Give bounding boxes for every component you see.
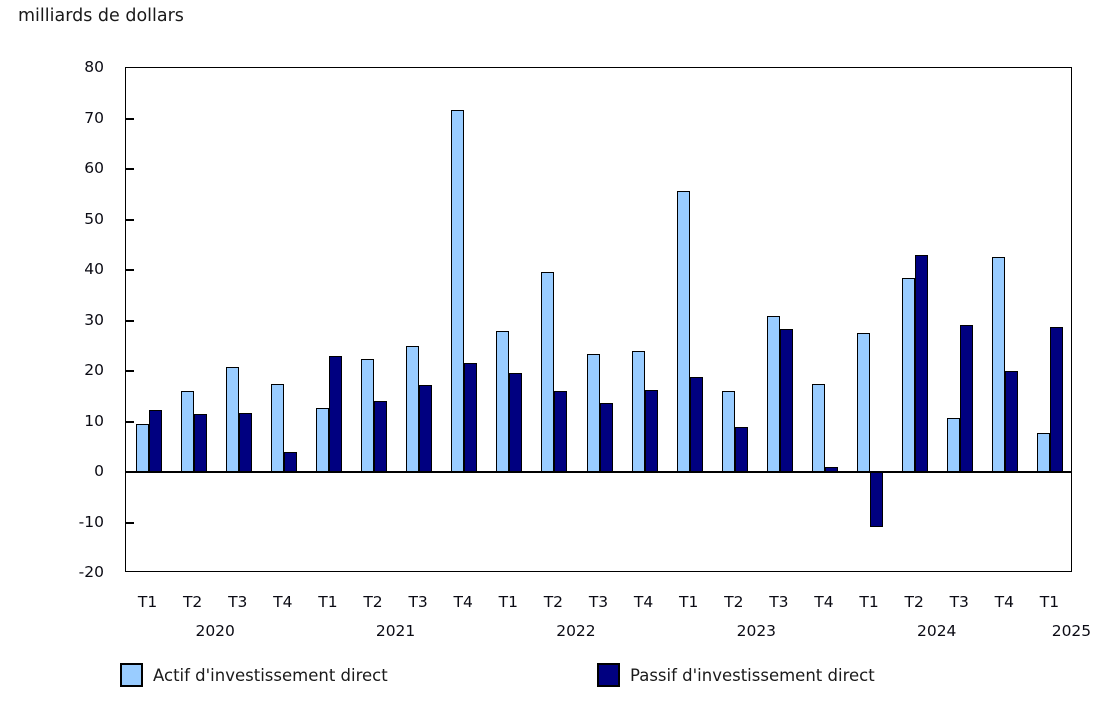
x-tick-label-quarter: T4 — [273, 593, 293, 611]
legend-swatch-actif-icon — [120, 663, 143, 687]
x-tick-label-quarter: T3 — [408, 593, 428, 611]
bar-actif-T1-2020 — [135, 424, 149, 472]
x-tick-label-quarter: T1 — [859, 593, 879, 611]
bar-passif-T1-2023 — [689, 377, 703, 472]
bar-passif-T2-2021 — [374, 401, 388, 472]
x-tick-label-year: 2022 — [556, 622, 596, 640]
legend: Actif d'investissement direct Passif d'i… — [0, 663, 1105, 693]
bar-passif-T4-2022 — [644, 389, 658, 472]
y-tick-label: -10 — [78, 512, 104, 531]
x-tick-label-quarter: T3 — [588, 593, 609, 611]
x-tick-label-quarter: T1 — [1039, 593, 1060, 611]
x-tick-label-quarter: T2 — [724, 593, 744, 611]
y-tick-label: 0 — [94, 462, 104, 480]
y-tick-label: 60 — [84, 159, 104, 177]
x-tick-label-quarter: T3 — [769, 593, 789, 611]
bar-passif-T3-2021 — [419, 385, 433, 472]
y-tick-label: 10 — [84, 411, 104, 430]
bar-actif-T1-2024 — [857, 332, 871, 472]
bar-passif-T2-2023 — [734, 426, 748, 472]
bar-actif-T3-2021 — [406, 346, 420, 472]
y-tick-label: 40 — [84, 260, 104, 278]
x-tick-label-year: 2025 — [1051, 622, 1092, 640]
bar-passif-T3-2022 — [599, 403, 613, 472]
bar-actif-T2-2020 — [180, 391, 194, 472]
y-tick-mark — [126, 370, 134, 372]
y-tick-mark — [126, 218, 134, 221]
legend-label-passif: Passif d'investissement direct — [630, 665, 875, 685]
bar-passif-T4-2024 — [1005, 371, 1019, 472]
y-tick-label: 80 — [84, 58, 104, 76]
bar-actif-T1-2025 — [1037, 433, 1051, 472]
x-tick-label-quarter: T4 — [994, 593, 1015, 611]
bar-actif-T4-2020 — [270, 384, 284, 472]
bar-passif-T2-2022 — [554, 391, 568, 472]
bar-actif-T1-2021 — [315, 408, 329, 472]
x-tick-label-quarter: T1 — [137, 593, 158, 611]
x-tick-label-quarter: T1 — [318, 593, 338, 611]
x-tick-label-quarter: T2 — [543, 593, 564, 611]
bar-actif-T2-2023 — [721, 390, 735, 472]
bar-actif-T3-2020 — [225, 366, 239, 472]
bar-actif-T3-2024 — [947, 417, 961, 472]
x-tick-label-quarter: T4 — [633, 593, 654, 611]
bar-passif-T2-2024 — [915, 254, 929, 472]
bar-actif-T3-2022 — [586, 353, 600, 472]
bar-passif-T1-2024 — [870, 472, 884, 528]
y-tick-mark — [126, 117, 134, 120]
y-tick-label: 50 — [84, 209, 104, 228]
y-tick-label: -20 — [78, 563, 104, 581]
legend-item-passif: Passif d'investissement direct — [597, 663, 875, 687]
bar-passif-T2-2020 — [193, 414, 207, 472]
bar-passif-T3-2023 — [779, 329, 793, 472]
y-tick-mark — [126, 168, 134, 170]
legend-item-actif: Actif d'investissement direct — [120, 663, 388, 687]
bar-actif-T4-2023 — [811, 383, 825, 472]
x-tick-label-quarter: T3 — [949, 593, 969, 611]
bar-passif-T3-2024 — [960, 325, 974, 472]
x-tick-label-quarter: T4 — [814, 593, 834, 611]
bar-actif-T4-2021 — [451, 110, 465, 472]
bar-actif-T3-2023 — [766, 315, 780, 472]
legend-label-actif: Actif d'investissement direct — [153, 665, 388, 685]
bar-actif-T2-2022 — [541, 272, 555, 472]
x-tick-label-quarter: T2 — [363, 593, 383, 611]
x-tick-label-quarter: T1 — [498, 593, 518, 611]
y-tick-label: 70 — [84, 108, 104, 127]
x-tick-label-quarter: T4 — [453, 593, 473, 611]
bar-actif-T4-2022 — [631, 350, 645, 472]
x-tick-label-year: 2020 — [195, 622, 235, 640]
bar-passif-T4-2021 — [464, 363, 478, 472]
bar-passif-T4-2023 — [824, 467, 838, 472]
bar-actif-T4-2024 — [992, 256, 1006, 472]
bar-passif-T1-2022 — [509, 373, 523, 472]
chart-title: milliards de dollars — [18, 6, 184, 26]
bar-actif-T1-2023 — [676, 190, 690, 472]
bar-actif-T2-2021 — [361, 358, 375, 472]
y-tick-mark — [126, 269, 134, 271]
bar-passif-T1-2020 — [148, 409, 162, 472]
bar-passif-T4-2020 — [283, 451, 297, 472]
y-tick-mark — [126, 420, 134, 423]
x-tick-label-quarter: T3 — [228, 593, 248, 611]
x-tick-label-quarter: T1 — [679, 593, 699, 611]
x-tick-label-year: 2024 — [916, 622, 957, 640]
x-tick-label-quarter: T2 — [904, 593, 924, 611]
y-tick-mark — [126, 319, 134, 322]
zero-axis-line — [126, 471, 1071, 473]
y-tick-label: 30 — [84, 310, 104, 329]
y-tick-label: 20 — [84, 361, 104, 379]
plot-area — [125, 67, 1072, 572]
x-tick-label-quarter: T2 — [182, 593, 203, 611]
y-tick-mark — [126, 521, 134, 524]
bar-passif-T3-2020 — [238, 412, 252, 472]
bar-actif-T1-2022 — [496, 331, 510, 472]
legend-swatch-passif-icon — [597, 663, 620, 687]
bar-actif-T2-2024 — [902, 278, 916, 472]
bar-passif-T1-2025 — [1050, 327, 1064, 472]
x-tick-label-year: 2023 — [736, 622, 777, 640]
x-tick-label-year: 2021 — [375, 622, 416, 640]
bar-passif-T1-2021 — [328, 356, 342, 472]
